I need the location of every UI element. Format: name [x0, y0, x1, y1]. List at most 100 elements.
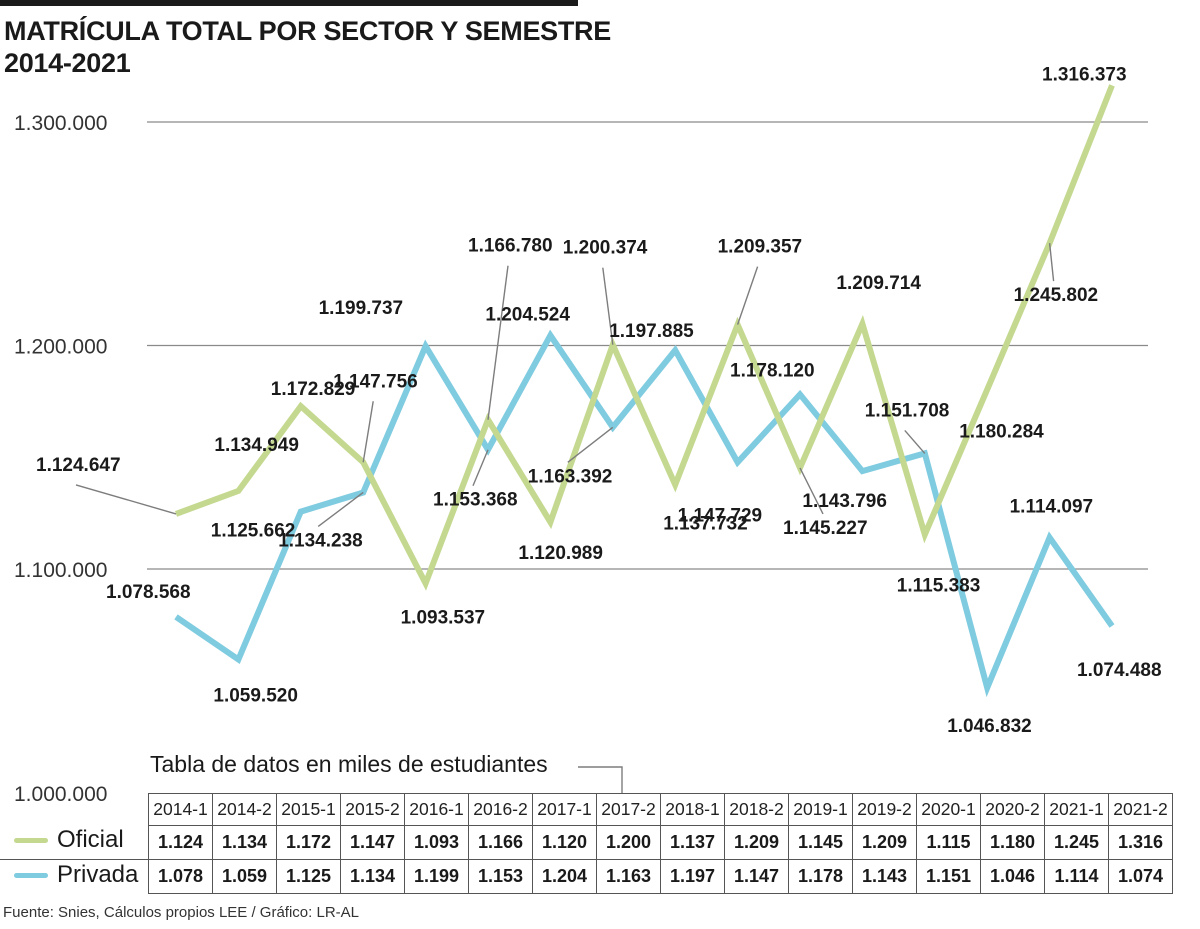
- table-cell-privada: 1.046: [980, 859, 1045, 894]
- table-cell-privada: 1.074: [1108, 859, 1173, 894]
- table-cell-oficial: 1.166: [468, 825, 533, 860]
- table-cell-privada: 1.143: [852, 859, 917, 894]
- table-header-cell: 2019-2: [852, 793, 917, 826]
- data-label-privada: 1.125.662: [211, 521, 296, 542]
- label-leader-line: [317, 491, 364, 528]
- legend-swatch-privada: [14, 872, 48, 878]
- data-label-oficial: 1.120.989: [518, 543, 603, 564]
- legend-divider: [0, 859, 148, 860]
- label-leader-line: [567, 426, 614, 463]
- data-label-privada: 1.151.708: [865, 400, 950, 421]
- table-cell-oficial: 1.180: [980, 825, 1045, 860]
- data-label-privada: 1.163.392: [528, 466, 613, 487]
- table-row-privada: 1.078 1.059 1.125 1.134 1.199 1.153 1.204 1.163…: [148, 859, 1173, 894]
- data-label-privada: 1.046.832: [947, 716, 1032, 737]
- table-cell-oficial: 1.147: [340, 825, 405, 860]
- table-title: Tabla de datos en miles de estudiantes: [150, 751, 548, 777]
- table-header-cell: 2014-2: [212, 793, 277, 826]
- table-header-cell: 2015-2: [340, 793, 405, 826]
- data-label-oficial: 1.172.829: [271, 379, 356, 400]
- table-header-cell: 2021-2: [1108, 793, 1173, 826]
- data-label-oficial: 1.115.383: [897, 576, 980, 597]
- chart-title: MATRÍCULA TOTAL POR SECTOR Y SEMESTRE: [4, 16, 611, 46]
- source-note: Fuente: Snies, Cálculos propios LEE / Gr…: [3, 904, 360, 921]
- table-cell-oficial: 1.120: [532, 825, 597, 860]
- table-header-cell: 2019-1: [788, 793, 853, 826]
- data-label-oficial: 1.134.949: [214, 435, 299, 456]
- label-leader-line: [736, 266, 759, 325]
- table-header-cell: 2016-1: [404, 793, 469, 826]
- data-label-privada: 1.178.120: [730, 360, 815, 381]
- data-label-privada: 1.147.729: [678, 505, 763, 526]
- table-cell-privada: 1.147: [724, 859, 789, 894]
- table-header-cell: 2016-2: [468, 793, 533, 826]
- data-table: 2014-1 2014-2 2015-1 2015-2 2016-1 2016-2 2017…: [148, 793, 1173, 894]
- label-leader-line: [1048, 243, 1055, 282]
- label-leader-line: [904, 429, 926, 454]
- series-line-privada: [174, 329, 1115, 698]
- data-label-oficial: 1.245.802: [1014, 285, 1099, 306]
- table-cell-oficial: 1.245: [1044, 825, 1109, 860]
- label-leader-line: [472, 449, 489, 486]
- legend-privada: Privada: [14, 861, 138, 889]
- data-label-oficial: 1.093.537: [401, 607, 486, 628]
- table-header-cell: 2020-2: [980, 793, 1045, 826]
- table-cell-oficial: 1.200: [596, 825, 661, 860]
- table-cell-privada: 1.153: [468, 859, 533, 894]
- table-row-oficial: 1.124 1.134 1.172 1.147 1.093 1.166 1.120 1.200…: [148, 825, 1173, 860]
- title-rule: [0, 0, 578, 6]
- table-cell-oficial: 1.316: [1108, 825, 1173, 860]
- data-label-privada: 1.074.488: [1077, 660, 1162, 681]
- data-label-privada: 1.134.238: [278, 530, 363, 551]
- data-label-privada: 1.204.524: [485, 304, 570, 325]
- label-leader-line: [602, 267, 614, 345]
- data-label-privada: 1.199.737: [319, 298, 404, 319]
- table-header-cell: 2014-1: [148, 793, 213, 826]
- y-tick-label: 1.100.000: [14, 559, 107, 582]
- table-cell-oficial: 1.172: [276, 825, 341, 860]
- y-tick-label: 1.200.000: [14, 336, 107, 359]
- data-label-oficial: 1.200.374: [563, 238, 648, 259]
- label-leader-line: [799, 467, 824, 515]
- table-cell-oficial: 1.115: [916, 825, 981, 860]
- table-cell-privada: 1.163: [596, 859, 661, 894]
- table-cell-oficial: 1.209: [724, 825, 789, 860]
- data-label-oficial: 1.209.714: [836, 273, 921, 294]
- data-label-privada: 1.197.885: [609, 321, 694, 342]
- y-tick-label: 1.300.000: [14, 112, 107, 135]
- table-header-row: 2014-1 2014-2 2015-1 2015-2 2016-1 2016-2 2017…: [148, 793, 1173, 826]
- chart-subtitle-years: 2014-2021: [4, 48, 131, 78]
- table-cell-privada: 1.197: [660, 859, 725, 894]
- table-header-cell: 2021-1: [1044, 793, 1109, 826]
- label-leader-line: [362, 401, 374, 463]
- table-cell-privada: 1.114: [1044, 859, 1109, 894]
- label-leader-line: [75, 484, 177, 515]
- table-cell-privada: 1.151: [916, 859, 981, 894]
- table-cell-privada: 1.134: [340, 859, 405, 894]
- data-label-oficial: 1.316.373: [1042, 64, 1127, 85]
- data-label-oficial: 1.166.780: [468, 236, 553, 257]
- table-cell-oficial: 1.209: [852, 825, 917, 860]
- table-cell-oficial: 1.124: [148, 825, 213, 860]
- data-label-privada: 1.143.796: [802, 491, 887, 512]
- data-label-oficial: 1.180.284: [959, 422, 1044, 443]
- table-cell-privada: 1.199: [404, 859, 469, 894]
- legend-swatch-oficial: [14, 837, 48, 843]
- data-label-oficial: 1.145.227: [783, 518, 868, 539]
- table-header-cell: 2018-1: [660, 793, 725, 826]
- table-header-cell: 2017-2: [596, 793, 661, 826]
- y-tick-label: 1.000.000: [14, 783, 107, 806]
- table-cell-privada: 1.178: [788, 859, 853, 894]
- legend-oficial: Oficial: [14, 826, 124, 854]
- table-cell-oficial: 1.134: [212, 825, 277, 860]
- legend-label-privada: Privada: [57, 861, 139, 888]
- table-cell-privada: 1.078: [148, 859, 213, 894]
- table-header-cell: 2017-1: [532, 793, 597, 826]
- data-label-oficial: 1.137.732: [663, 514, 748, 535]
- data-label-privada: 1.153.368: [433, 490, 518, 511]
- table-cell-oficial: 1.145: [788, 825, 853, 860]
- data-label-oficial: 1.209.357: [718, 237, 803, 258]
- data-label-privada: 1.059.520: [213, 685, 298, 706]
- data-label-privada: 1.078.568: [106, 582, 191, 603]
